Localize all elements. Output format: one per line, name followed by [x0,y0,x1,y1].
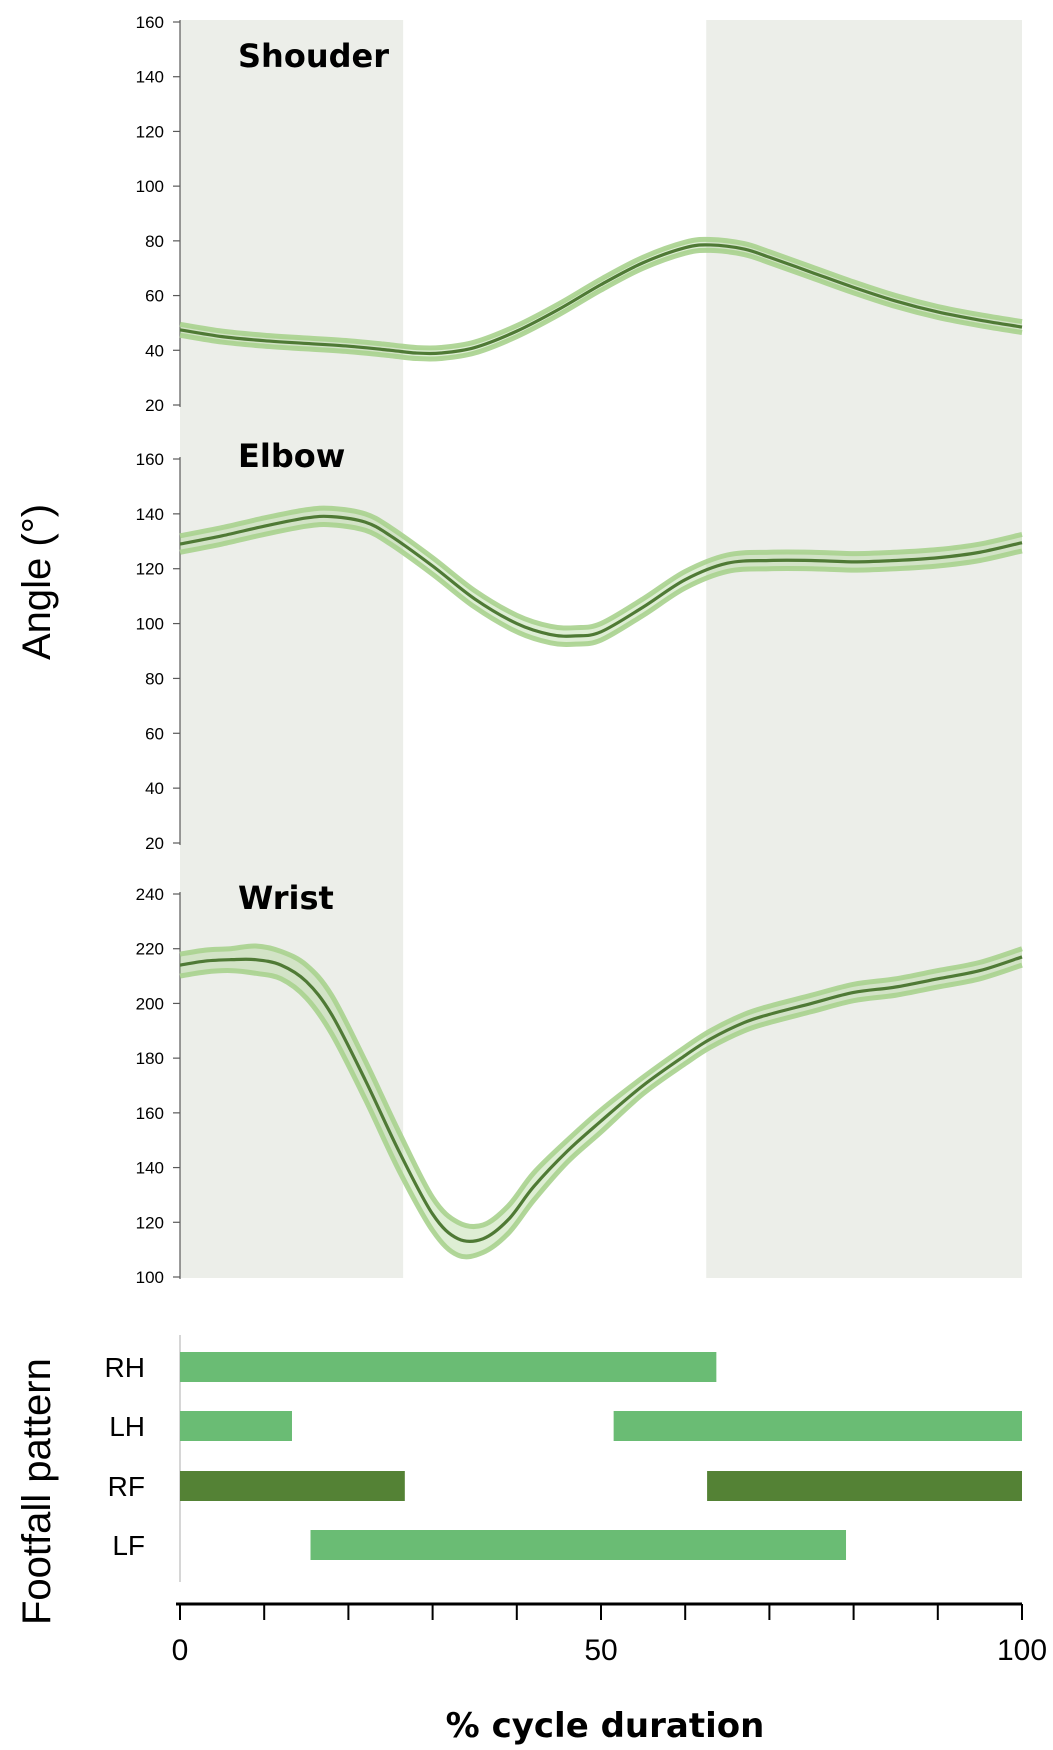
x-tick-label: 50 [584,1634,617,1667]
x-tick-label: 100 [997,1634,1047,1667]
sd-band-upper [179,505,1023,631]
stance-bar-lh-1 [180,1411,292,1441]
y-tick-label: 80 [145,232,164,251]
limb-label-rh: RH [105,1352,145,1383]
stance-bar-rh-1 [180,1352,717,1382]
panel-elbow: 20 40 60 80 100 120 140 160 Elbow [136,437,1023,853]
y-tick-label: 120 [136,1213,164,1232]
panel-title: Elbow [238,437,345,475]
mean-line [179,955,1023,1244]
stance-bar-lh-2 [613,1411,1022,1441]
y-tick-label: 120 [136,560,164,579]
y-tick-label: 40 [145,341,164,360]
y-tick-label: 140 [136,68,164,87]
y-tick-label: 160 [136,13,164,32]
panel-wrist: 100 120 140 160 180 200 220 240 Wrist [136,879,1023,1287]
y-tick-label: 200 [136,994,164,1013]
stance-bar-rf-2 [707,1471,1022,1501]
x-tick-label: 0 [172,1634,189,1667]
y-tick-label: 220 [136,940,164,959]
y-tick-label: 120 [136,122,164,141]
sd-band-lower [179,522,1023,647]
y-tick-label: 160 [136,450,164,469]
sd-band [180,945,1022,1257]
y-tick-label: 100 [136,1268,164,1287]
sd-band-lower [179,962,1023,1260]
mean-line [179,514,1023,638]
stance-phase-shade-2 [706,20,1022,1278]
stance-bar-lf-1 [310,1530,847,1560]
panel-title: Shouder [238,37,389,75]
stance-phase-shade-1 [180,20,404,1278]
y-tick-label: 60 [145,724,164,743]
footfall-title: Footfall pattern [15,1358,59,1625]
y-tick-label: 20 [145,834,164,853]
y-tick-label: 100 [136,177,164,196]
stance-bar-rf-1 [180,1471,405,1501]
phase-shading [180,20,1022,1278]
sd-band-upper [179,236,1023,351]
y-tick-label: 80 [145,669,164,688]
panel-title: Wrist [238,879,334,917]
footfall-panel: RH LH RF LF [105,1335,1022,1582]
y-tick-label: 100 [136,615,164,634]
limb-label-rf: RF [108,1471,145,1502]
sd-band-lower [179,247,1023,362]
mean-line [179,243,1023,356]
y-tick-label: 140 [136,1159,164,1178]
y-axis-title: Angle (°) [15,504,59,660]
limb-label-lh: LH [109,1411,145,1442]
y-tick-label: 180 [136,1049,164,1068]
x-axis: 0 50 100 [172,1602,1047,1667]
y-tick-label: 140 [136,505,164,524]
y-tick-label: 40 [145,779,164,798]
sd-band-upper [179,943,1023,1230]
limb-label-lf: LF [112,1530,145,1561]
y-tick-label: 240 [136,885,164,904]
y-tick-label: 60 [145,287,164,306]
x-axis-title: % cycle duration [446,1706,765,1746]
y-tick-label: 160 [136,1104,164,1123]
panel-shoulder: 20 40 60 80 100 120 140 160 Shouder [136,13,1023,415]
y-tick-label: 20 [145,396,164,415]
